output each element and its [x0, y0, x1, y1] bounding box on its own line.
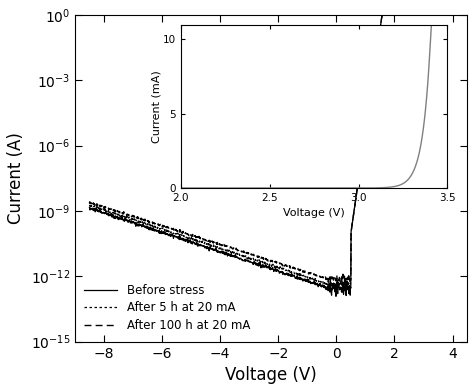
After 100 h at 20 mA: [87, 201, 92, 206]
After 100 h at 20 mA: [270, 260, 275, 264]
After 5 h at 20 mA: [87, 203, 92, 207]
After 100 h at 20 mA: [133, 215, 138, 219]
After 5 h at 20 mA: [204, 242, 210, 247]
Before stress: [277, 270, 283, 275]
After 100 h at 20 mA: [277, 262, 283, 266]
After 100 h at 20 mA: [204, 239, 210, 243]
After 5 h at 20 mA: [333, 285, 338, 290]
Before stress: [146, 226, 151, 231]
Legend: Before stress, After 5 h at 20 mA, After 100 h at 20 mA: Before stress, After 5 h at 20 mA, After…: [81, 280, 254, 336]
Line: After 5 h at 20 mA: After 5 h at 20 mA: [90, 0, 438, 288]
Line: After 100 h at 20 mA: After 100 h at 20 mA: [90, 0, 438, 283]
After 5 h at 20 mA: [146, 222, 151, 227]
Before stress: [270, 265, 275, 270]
After 5 h at 20 mA: [238, 253, 244, 257]
Before stress: [333, 294, 339, 299]
Before stress: [87, 205, 92, 210]
After 100 h at 20 mA: [238, 249, 244, 254]
After 5 h at 20 mA: [277, 266, 283, 271]
After 100 h at 20 mA: [146, 219, 151, 224]
After 100 h at 20 mA: [338, 281, 344, 285]
Before stress: [204, 246, 210, 251]
Y-axis label: Current (A): Current (A): [7, 132, 25, 224]
Before stress: [133, 224, 138, 228]
After 5 h at 20 mA: [133, 217, 138, 222]
After 5 h at 20 mA: [270, 263, 275, 268]
X-axis label: Voltage (V): Voltage (V): [225, 366, 317, 384]
Before stress: [238, 256, 244, 260]
Line: Before stress: Before stress: [90, 0, 438, 296]
